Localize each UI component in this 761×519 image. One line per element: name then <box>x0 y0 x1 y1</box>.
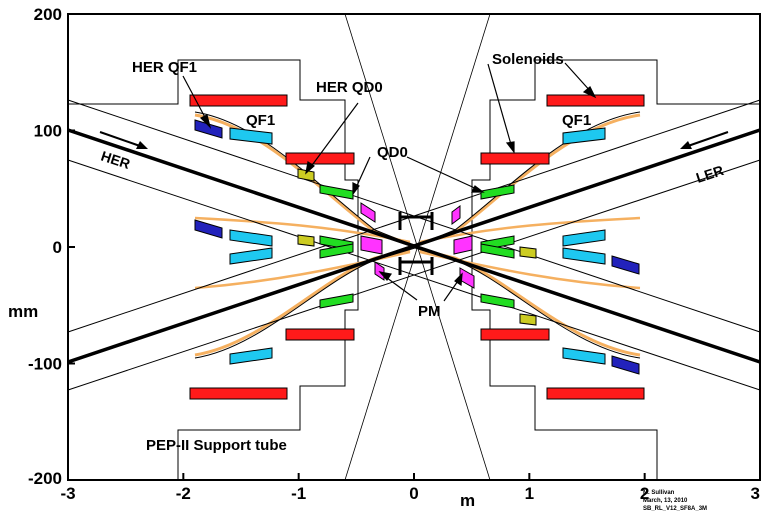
pm-magnet <box>453 235 473 255</box>
beam-envelope-upper-right <box>419 113 641 246</box>
x-tick-label: 3 <box>751 484 760 503</box>
y-tick-label: 200 <box>34 5 62 24</box>
pm-magnet <box>451 205 461 225</box>
solenoid-magnet <box>285 152 355 165</box>
pm-magnets <box>360 202 475 289</box>
her-direction-arrow <box>99 131 148 149</box>
qd0-magnet <box>480 293 515 309</box>
beam-envelope-upper-left <box>194 113 411 246</box>
y-tick-label: 0 <box>53 238 62 257</box>
label-support-tube: PEP-II Support tube <box>146 437 287 454</box>
qf1-magnets <box>229 127 606 365</box>
credit-file: SB_RL_V12_SF8A_3M <box>643 506 707 512</box>
qd0-magnet <box>480 243 515 259</box>
qf1-magnet <box>562 229 606 247</box>
her-qf1-magnet <box>611 255 640 275</box>
x-tick-label: -2 <box>176 484 191 503</box>
solenoid-magnet <box>285 328 355 341</box>
qf1-magnet <box>562 247 606 265</box>
label-her-qf1: HER QF1 <box>132 59 197 76</box>
support-tube-outline-right <box>471 59 760 480</box>
qf1-magnet <box>562 127 606 145</box>
label-qd0: QD0 <box>377 144 408 161</box>
solenoid-magnet <box>189 94 288 107</box>
her-qf1-magnet <box>194 219 223 239</box>
y-tick-label: 100 <box>34 122 62 141</box>
solenoid-magnet <box>480 328 550 341</box>
ler-beam-line <box>67 128 761 364</box>
label-her-qd0: HER QD0 <box>316 79 383 96</box>
qf1-magnet <box>229 247 273 265</box>
label-ler: LER <box>694 162 726 186</box>
x-axis-ticks: -3 -2 -1 0 1 2 3 <box>60 473 761 503</box>
beam-envelope-mid-right <box>419 216 641 244</box>
ler-direction-arrow <box>680 131 729 149</box>
label-qf1-left: QF1 <box>246 112 275 129</box>
y-tick-label: -200 <box>28 469 62 488</box>
x-tick-label: 1 <box>525 484 534 503</box>
her-qf1-magnets <box>194 119 640 375</box>
y-axis-label: mm <box>8 302 38 321</box>
her-qd0-magnet <box>519 246 537 259</box>
y-axis-ticks: 200 100 0 -100 -200 <box>28 5 75 488</box>
pm-magnet <box>360 235 383 255</box>
solenoid-magnet <box>546 94 645 107</box>
her-qd0-magnets <box>297 168 537 326</box>
x-axis-label: m <box>460 491 475 510</box>
label-pm: PM <box>418 303 441 320</box>
qd0-magnet <box>319 243 354 259</box>
solenoid-magnet <box>480 152 550 165</box>
pm-magnet <box>374 261 385 281</box>
her-qd0-magnet <box>297 234 315 247</box>
x-tick-label: -1 <box>291 484 306 503</box>
qd0-magnet <box>480 184 515 200</box>
credit-author: M. Sullivan <box>643 490 675 496</box>
solenoid-magnet <box>546 387 645 400</box>
qf1-magnet <box>229 127 273 145</box>
qd0-magnets <box>319 184 515 309</box>
solenoid-magnet <box>189 387 288 400</box>
annotation-arrows <box>182 62 597 302</box>
qd0-magnet <box>319 184 354 200</box>
her-qd0-magnet <box>519 313 537 326</box>
label-solenoids: Solenoids <box>492 51 564 68</box>
qd0-magnet <box>319 293 354 309</box>
pm-magnet <box>360 202 376 223</box>
support-tube-outline-left <box>68 59 359 480</box>
x-tick-label: -3 <box>60 484 75 503</box>
her-qf1-magnet <box>194 119 223 139</box>
y-tick-label: -100 <box>28 355 62 374</box>
beam-line <box>67 159 761 391</box>
x-tick-label: 0 <box>409 484 418 503</box>
x-tick-label: 2 <box>640 484 649 503</box>
her-qf1-magnet <box>611 355 640 375</box>
qf1-magnet <box>229 347 273 365</box>
credit-date: March, 13, 2010 <box>643 498 688 504</box>
solenoids <box>189 94 645 400</box>
qf1-magnet <box>229 229 273 247</box>
ip-bracket <box>398 212 434 275</box>
qf1-magnet <box>562 347 606 365</box>
label-qf1-right: QF1 <box>562 112 591 129</box>
